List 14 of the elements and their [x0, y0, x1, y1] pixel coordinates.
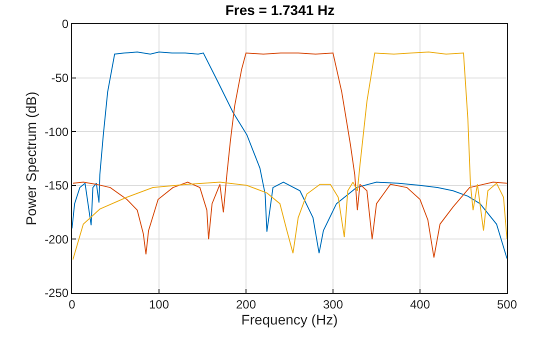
y-tick-label: 0 — [62, 17, 69, 32]
chart-title: Fres = 1.7341 Hz — [225, 2, 335, 18]
x-tick-label: 200 — [236, 297, 256, 312]
x-tick-label: 400 — [410, 297, 430, 312]
y-axis-title: Power Spectrum (dB) — [23, 92, 40, 226]
y-tick-label: -250 — [44, 286, 69, 300]
x-tick-label: 100 — [148, 297, 170, 312]
x-tick-label: 300 — [322, 297, 344, 312]
y-tick-label: -100 — [44, 124, 69, 139]
y-tick-label: -50 — [51, 71, 69, 85]
y-tick-label: -150 — [44, 178, 69, 193]
x-axis-title: Frequency (Hz) — [241, 312, 338, 328]
y-tick-label: -200 — [44, 232, 69, 246]
x-tick-label: 500 — [496, 297, 518, 312]
